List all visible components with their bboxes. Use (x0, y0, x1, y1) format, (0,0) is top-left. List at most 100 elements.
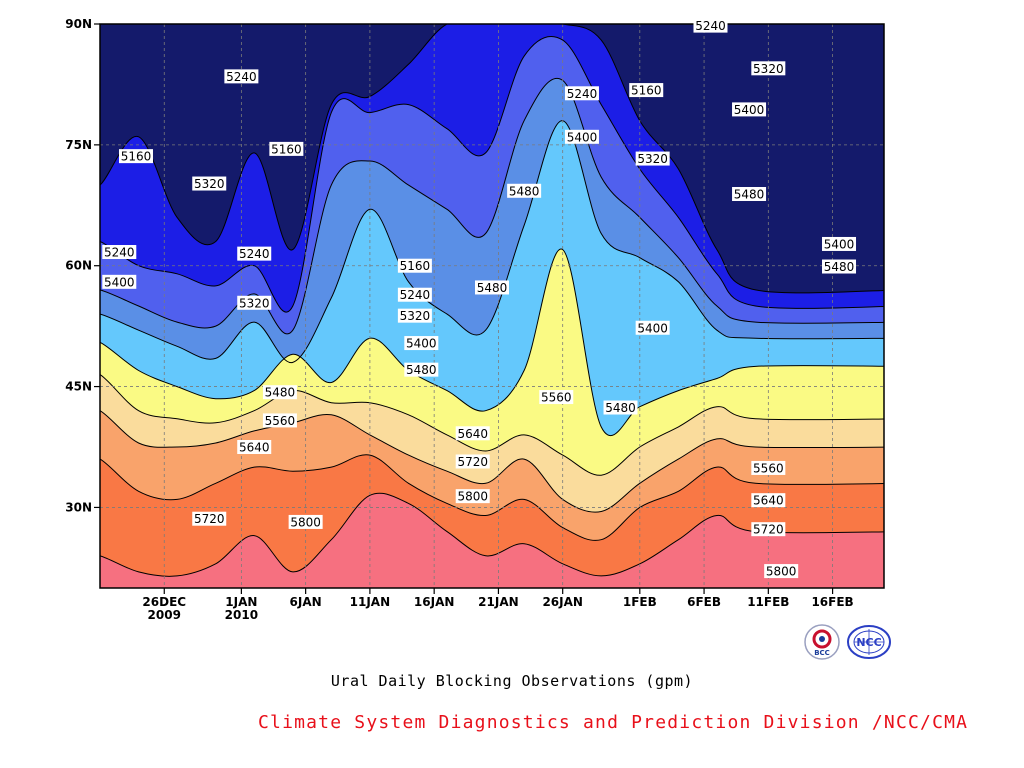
contour-label-box (118, 149, 153, 164)
plot-frame (99, 23, 885, 589)
contour-label-text: 5240 (567, 87, 598, 101)
x-tick-label: 6FEB (687, 595, 721, 609)
y-axis-labels: 30N 45N 60N 75N 90N (65, 17, 92, 514)
contour-label: 5560 (751, 460, 786, 475)
contour-label-box (262, 413, 297, 428)
ncc-logo-text: NCC (856, 636, 881, 649)
contour-label-text: 5320 (400, 309, 431, 323)
contour-label: 5400 (404, 336, 439, 351)
contour-lines (100, 24, 884, 577)
contour-label: 5640 (751, 493, 786, 508)
contour-label-text: 5560 (541, 391, 572, 405)
contour-label-text: 5320 (194, 177, 225, 191)
contour-label-text: 5240 (400, 288, 431, 302)
chart-title: Ural Daily Blocking Observations (gpm) (330, 672, 694, 690)
contour-label: 5160 (397, 258, 432, 273)
contour-label-text: 5400 (824, 237, 855, 251)
x-tick-label: 1FEB (623, 595, 657, 609)
contour-label: 5640 (237, 440, 272, 455)
contour-label-box (635, 151, 670, 166)
contour-label-box (751, 460, 786, 475)
contour-label-box (288, 514, 323, 529)
contour-line-5560 (100, 373, 884, 476)
contour-label: 5640 (455, 426, 490, 441)
contour-label-box (404, 336, 439, 351)
contour-label-box (397, 258, 432, 273)
contour-label: 5720 (192, 511, 227, 526)
bcc-logo-icon: BCC (804, 624, 840, 660)
contour-label-text: 5560 (265, 414, 296, 428)
contour-label-box (635, 320, 670, 335)
contour-label-text: 5480 (509, 184, 540, 198)
contour-label: 5480 (262, 385, 297, 400)
ncc-logo-icon: NCC (846, 624, 892, 660)
y-tick-label: 75N (65, 138, 92, 152)
contour-label: 5400 (732, 102, 767, 117)
contour-label: 5240 (102, 245, 137, 260)
contour-label-text: 5560 (753, 461, 784, 475)
contour-label-box (822, 236, 857, 251)
contour-label: 5800 (455, 489, 490, 504)
contour-label: 5560 (539, 390, 574, 405)
contour-line-5480 (100, 248, 884, 436)
contour-label-box (564, 129, 599, 144)
contour-label-text: 5320 (239, 296, 270, 310)
y-tick-label: 30N (65, 500, 92, 514)
contour-label-text: 5480 (605, 401, 636, 415)
contour-label: 5320 (635, 151, 670, 166)
contour-band-5800 (100, 493, 884, 588)
contour-label-text: 5640 (457, 427, 488, 441)
contour-line-5240 (100, 36, 884, 313)
contour-label-box (475, 280, 509, 295)
contour-line-5400 (100, 120, 884, 363)
contour-label: 5400 (635, 320, 670, 335)
x-tick-label: 6JAN (290, 595, 322, 609)
contour-label-text: 5160 (631, 84, 662, 98)
contour-label: 5240 (397, 287, 432, 302)
contour-label: 5480 (822, 259, 857, 274)
contour-label-text: 5720 (753, 523, 784, 537)
contour-label: 5480 (603, 400, 638, 415)
contour-label-box (455, 489, 490, 504)
contour-label: 5240 (564, 86, 599, 101)
contour-label-text: 5720 (194, 512, 225, 526)
contour-label-box (262, 385, 297, 400)
contour-label-box (455, 426, 490, 441)
contour-label: 5560 (262, 413, 297, 428)
contour-label: 5480 (507, 183, 542, 198)
contour-line-5720 (100, 454, 884, 541)
contour-label-box (539, 390, 574, 405)
contour-label-box (404, 362, 439, 377)
contour-label: 5240 (237, 246, 272, 261)
contour-label-text: 5800 (766, 565, 797, 579)
x-tick-label: 16JAN (414, 595, 455, 609)
y-tick-label: 60N (65, 259, 92, 273)
contour-label-box (507, 183, 542, 198)
contour-label-box (397, 287, 432, 302)
contour-label: 5320 (192, 176, 227, 191)
contour-label: 5400 (102, 274, 137, 289)
contour-label-text: 5160 (400, 259, 431, 273)
contour-label: 5320 (397, 308, 432, 323)
contour-label: 5800 (764, 564, 799, 579)
contour-label-box (732, 187, 767, 202)
contour-label-text: 5240 (239, 247, 270, 261)
x-tick-label: 21JAN (478, 595, 519, 609)
axis-ticks (94, 23, 834, 594)
contour-label-box (237, 246, 272, 261)
contour-label-text: 5240 (226, 70, 257, 84)
contour-label: 5160 (629, 83, 664, 98)
x-tick-label: 26DEC (142, 595, 186, 609)
contour-line-5800 (100, 492, 884, 577)
contour-label: 5480 (475, 280, 509, 295)
contour-label-text: 5800 (457, 490, 488, 504)
contour-label: 5320 (751, 61, 786, 76)
contour-label: 5800 (288, 514, 323, 529)
contour-label-text: 5480 (477, 281, 508, 295)
contour-label-text: 5480 (824, 260, 855, 274)
contour-label-text: 5160 (271, 142, 302, 156)
contour-label-box (629, 83, 664, 98)
contour-label-text: 5640 (753, 494, 784, 508)
contour-label-text: 5720 (457, 455, 488, 469)
